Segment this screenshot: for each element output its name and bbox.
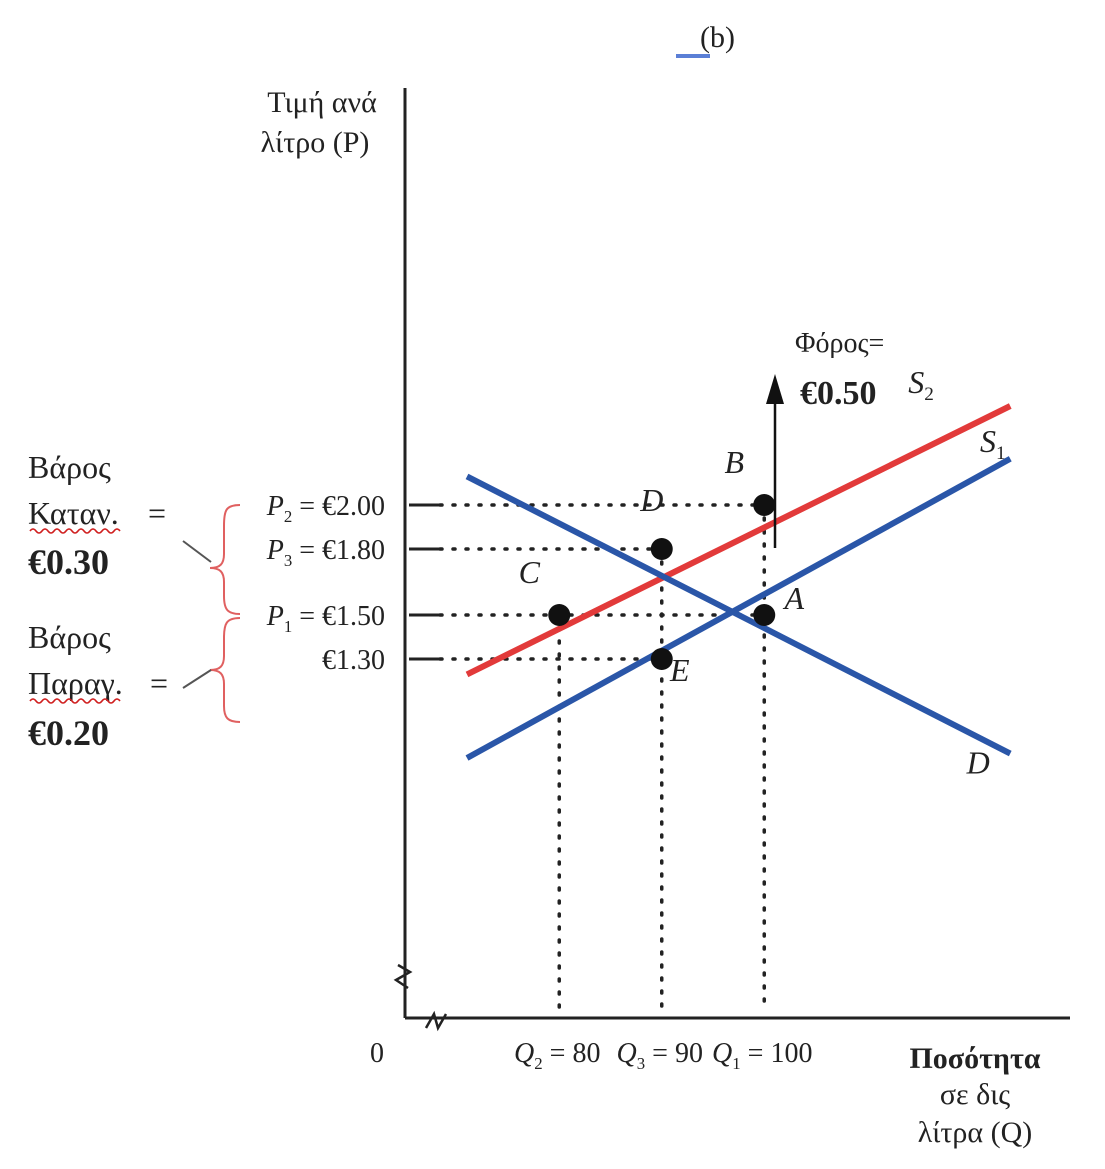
series-label-1: S1 [980,423,1006,464]
consumer-burden-leader [182,540,212,563]
producer-burden-line1: Βάρος [28,619,111,655]
point-A [753,604,776,626]
series-label-2: D [966,744,990,780]
point-label-C: C [519,554,541,590]
tax-label-line2: €0.50 [800,375,877,412]
dotted-guides [438,503,766,1014]
producer-burden-line2: Παραγ. [28,665,123,701]
x-axis-title-line1: Ποσότητα [909,1042,1040,1075]
point-label-A: A [782,580,804,616]
consumer-burden-eq: = [148,495,166,531]
producer-burden-brace [209,617,241,723]
y-tick-label-0: P2 = €2.00 [266,491,385,526]
series-line-0 [465,403,1012,678]
point-label-D: D [639,482,663,518]
x-tick-label-1: Q3 = 90 [617,1038,703,1073]
consumer-burden-value: €0.30 [28,542,109,582]
consumer-burden-line1: Βάρος [28,449,111,485]
tax-arrow-head [766,374,784,404]
producer-burden-eq: = [150,665,168,701]
point-D [650,538,673,560]
y-axis-break [393,963,413,990]
point-C [548,604,571,626]
x-tick-label-0: Q2 = 80 [514,1038,600,1073]
consumer-burden-line2: Καταν. [28,495,119,531]
origin-label: 0 [370,1038,384,1069]
y-tick-label-3: €1.30 [322,645,385,676]
x-axis-title-line2: σε δις [940,1078,1010,1111]
x-axis-break [424,1010,448,1032]
producer-burden-value: €0.20 [28,713,109,753]
series-line-2 [465,473,1012,757]
producer-spell-underline [29,698,121,704]
x-axis-title-line3: λίτρα (Q) [918,1116,1033,1149]
point-label-B: B [724,444,744,480]
series-label-0: S2 [908,364,934,405]
x-tick-label-2: Q1 = 100 [712,1038,812,1073]
point-label-E: E [669,652,690,688]
series-line-1 [465,456,1012,761]
tax-label-line1: Φόρος= [795,328,884,359]
y-tick-label-1: P3 = €1.80 [266,535,385,570]
y-axis-title-line2: λίτρο (P) [261,126,370,159]
producer-burden-leader [182,669,212,689]
panel-label: (b) [700,21,735,54]
consumer-burden-brace [209,504,241,615]
y-tick-label-2: P1 = €1.50 [266,601,385,636]
point-E [650,648,673,670]
consumer-spell-underline [29,528,121,534]
point-B [753,494,776,516]
y-axis-title-line1: Τιμή ανά [267,86,377,119]
